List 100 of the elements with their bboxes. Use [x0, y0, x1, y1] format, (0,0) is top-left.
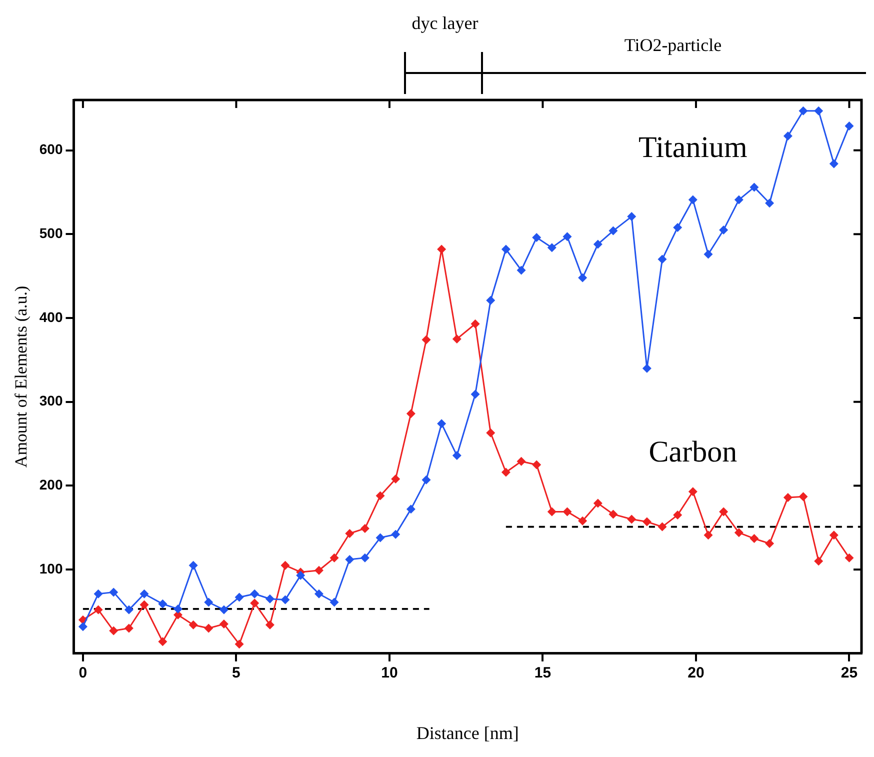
point	[437, 419, 446, 428]
point	[658, 254, 667, 264]
point	[704, 530, 713, 540]
point	[470, 390, 480, 399]
point	[501, 244, 510, 254]
x-axis-title: Distance [nm]	[416, 722, 519, 743]
point	[219, 620, 228, 629]
point	[250, 589, 260, 598]
point	[532, 233, 542, 242]
x-tick-label: 25	[840, 664, 858, 682]
point	[140, 589, 149, 598]
point	[547, 507, 556, 516]
point	[547, 243, 556, 252]
x-tick-label: 20	[688, 664, 704, 682]
text: TiO2-particle	[623, 34, 723, 56]
point	[314, 566, 324, 575]
y-tick-label: 100	[39, 560, 63, 576]
point	[673, 222, 682, 232]
point	[783, 132, 792, 141]
point	[719, 507, 728, 516]
point	[470, 319, 480, 328]
x-tick-label: 15	[534, 664, 552, 682]
point	[486, 296, 496, 305]
point	[562, 507, 572, 516]
point	[234, 592, 244, 602]
y-tick-label: 400	[39, 308, 63, 325]
point	[593, 240, 602, 249]
point	[360, 553, 370, 562]
point	[501, 468, 510, 477]
point	[94, 589, 103, 598]
point	[798, 492, 808, 502]
point	[158, 599, 168, 608]
point	[422, 475, 431, 484]
point	[673, 510, 682, 520]
y-tick-label: 200	[39, 476, 63, 493]
point	[658, 522, 667, 532]
point	[562, 232, 572, 242]
point	[719, 225, 728, 234]
point	[124, 624, 134, 633]
point	[376, 491, 385, 500]
point	[265, 620, 274, 630]
point	[765, 198, 774, 208]
y-tick-label: 600	[39, 141, 63, 158]
point	[798, 106, 808, 116]
point	[688, 195, 698, 204]
point	[814, 106, 824, 116]
point	[829, 159, 838, 168]
point	[109, 626, 118, 636]
point	[642, 517, 652, 526]
point	[204, 624, 214, 633]
point	[330, 553, 339, 562]
x-tick-label: 5	[232, 664, 240, 682]
point	[608, 226, 618, 236]
point	[642, 364, 652, 373]
point	[783, 492, 792, 502]
x-tick-label: 10	[381, 664, 398, 682]
point	[265, 594, 274, 604]
point	[158, 637, 168, 646]
point	[532, 460, 542, 470]
point	[516, 456, 526, 466]
point	[750, 182, 759, 192]
point	[360, 524, 370, 533]
point	[376, 533, 385, 542]
point	[734, 528, 744, 538]
y-tick-label: 500	[39, 225, 63, 242]
point	[516, 266, 526, 275]
point	[204, 598, 214, 607]
point	[486, 428, 496, 438]
point	[688, 487, 698, 496]
point	[188, 560, 198, 570]
point	[765, 539, 774, 548]
point	[627, 514, 636, 524]
point	[406, 504, 416, 514]
point	[593, 498, 602, 508]
point	[391, 530, 400, 539]
point	[94, 605, 103, 614]
point	[422, 335, 431, 344]
y-tick-label: 300	[39, 392, 63, 409]
point	[280, 595, 290, 604]
point	[814, 556, 824, 566]
series-label: Carbon	[648, 435, 738, 468]
point	[250, 598, 260, 608]
point	[124, 605, 134, 614]
point	[452, 451, 462, 460]
point	[704, 250, 713, 259]
point	[844, 553, 854, 562]
point	[345, 554, 354, 564]
point	[734, 195, 744, 204]
point	[330, 598, 339, 607]
point	[578, 516, 588, 526]
point	[608, 510, 618, 519]
point	[188, 620, 198, 630]
point	[234, 640, 244, 649]
point	[578, 273, 588, 282]
point	[345, 528, 354, 538]
point	[452, 334, 462, 344]
point	[391, 474, 400, 484]
point	[78, 622, 88, 632]
point	[173, 604, 182, 614]
y-axis-title: Amount of Elements (a.u.)	[12, 286, 31, 468]
